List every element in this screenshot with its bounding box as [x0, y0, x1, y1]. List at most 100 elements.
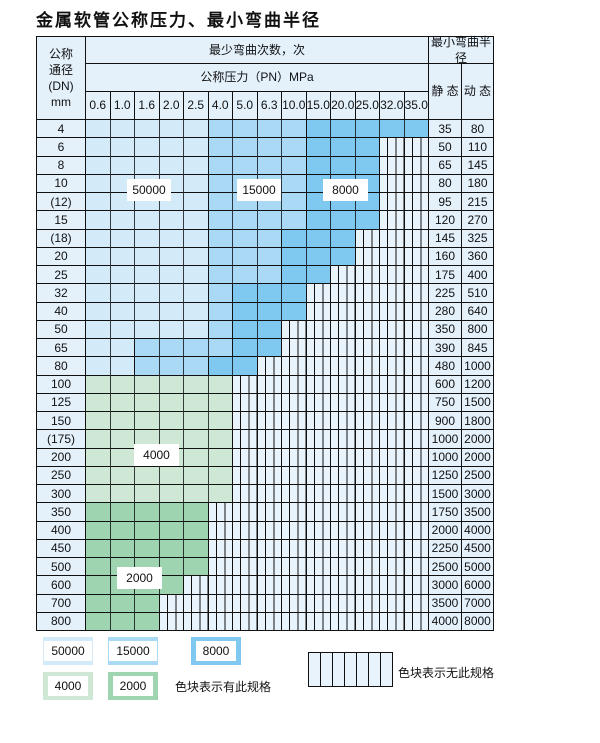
no-spec-cell	[404, 521, 429, 540]
no-spec-cell	[404, 211, 429, 230]
spec-cell	[404, 120, 429, 139]
spec-cell	[355, 156, 380, 175]
row-dn: 350	[37, 503, 86, 522]
no-spec-cell	[331, 558, 356, 577]
no-spec-cell	[208, 576, 233, 595]
row-dn: 125	[37, 393, 86, 412]
no-spec-cell	[404, 594, 429, 613]
spec-cell	[208, 375, 233, 394]
spec-cell	[135, 284, 160, 303]
no-spec-cell	[282, 558, 307, 577]
row-dynamic-radius: 640	[462, 302, 493, 321]
spec-cell	[184, 211, 209, 230]
no-spec-cell	[257, 412, 282, 431]
no-spec-cell	[184, 576, 209, 595]
row-dynamic-radius: 1800	[462, 412, 493, 431]
no-spec-cell	[306, 594, 331, 613]
spec-cell	[135, 156, 160, 175]
legend-swatch: 4000	[43, 672, 93, 700]
no-spec-cell	[257, 594, 282, 613]
spec-cell	[135, 375, 160, 394]
spec-cell	[282, 174, 307, 193]
row-static-radius: 350	[429, 320, 462, 339]
no-spec-cell	[306, 558, 331, 577]
spec-cell	[184, 320, 209, 339]
spec-cell	[159, 503, 184, 522]
spec-cell	[282, 156, 307, 175]
no-spec-cell	[208, 503, 233, 522]
row-static-radius: 390	[429, 339, 462, 358]
spec-cell	[184, 156, 209, 175]
row-static-radius: 1000	[429, 430, 462, 449]
spec-cell	[159, 485, 184, 504]
no-spec-cell	[306, 576, 331, 595]
no-spec-cell	[208, 594, 233, 613]
spec-cell	[159, 229, 184, 248]
spec-cell	[184, 521, 209, 540]
spec-cell	[184, 393, 209, 412]
no-spec-cell	[306, 521, 331, 540]
no-spec-cell	[233, 393, 258, 412]
legend-label: 15000	[109, 641, 157, 661]
spec-cell	[159, 393, 184, 412]
spec-cell	[86, 120, 111, 139]
no-spec-cell	[404, 412, 429, 431]
pressure-radius-table: 公称 通径 (DN) mm 最少弯曲次数，次 公称压力（PN）MPa 最小弯曲半径静 …	[36, 35, 494, 631]
no-spec-cell	[331, 357, 356, 376]
no-spec-cell	[282, 393, 307, 412]
spec-cell	[110, 156, 135, 175]
no-spec-cell	[331, 412, 356, 431]
spec-cell	[86, 156, 111, 175]
spec-cell	[184, 339, 209, 358]
spec-cell	[86, 594, 111, 613]
spec-cell	[159, 339, 184, 358]
no-spec-cell	[257, 558, 282, 577]
no-spec-cell	[355, 393, 380, 412]
no-spec-cell	[282, 539, 307, 558]
spec-cell	[208, 430, 233, 449]
no-spec-cell	[355, 466, 380, 485]
no-spec-cell	[380, 412, 405, 431]
row-static-radius: 900	[429, 412, 462, 431]
legend-swatch: 8000	[191, 637, 241, 665]
no-spec-cell	[282, 375, 307, 394]
spec-cell	[184, 485, 209, 504]
spec-cell	[135, 357, 160, 376]
spec-cell	[208, 120, 233, 139]
pressure-col-header: 10.0	[282, 92, 307, 120]
no-spec-cell	[282, 503, 307, 522]
row-dynamic-radius: 2000	[462, 430, 493, 449]
spec-cell	[282, 120, 307, 139]
spec-cell	[86, 412, 111, 431]
no-spec-cell	[306, 485, 331, 504]
no-spec-cell	[404, 448, 429, 467]
no-spec-cell	[380, 612, 405, 631]
spec-cell	[306, 156, 331, 175]
no-spec-cell	[331, 521, 356, 540]
spec-cell	[159, 375, 184, 394]
spec-cell	[110, 503, 135, 522]
spec-cell	[86, 430, 111, 449]
spec-cell	[208, 138, 233, 157]
row-dn: 10	[37, 174, 86, 193]
row-dn: 450	[37, 539, 86, 558]
no-spec-cell	[257, 539, 282, 558]
no-spec-cell	[380, 174, 405, 193]
spec-cell	[380, 120, 405, 139]
no-spec-cell	[282, 448, 307, 467]
spec-cell	[355, 138, 380, 157]
spec-cell	[233, 247, 258, 266]
row-dynamic-radius: 3500	[462, 503, 493, 522]
no-spec-cell	[306, 393, 331, 412]
region-label: 4000	[134, 444, 179, 466]
no-spec-cell	[306, 430, 331, 449]
spec-cell	[208, 284, 233, 303]
spec-cell	[135, 120, 160, 139]
no-spec-cell	[355, 339, 380, 358]
spec-cell	[135, 521, 160, 540]
no-spec-cell	[355, 558, 380, 577]
spec-cell	[135, 138, 160, 157]
legend-swatch: 2000	[108, 672, 158, 700]
spec-cell	[257, 284, 282, 303]
row-dn: (18)	[37, 229, 86, 248]
